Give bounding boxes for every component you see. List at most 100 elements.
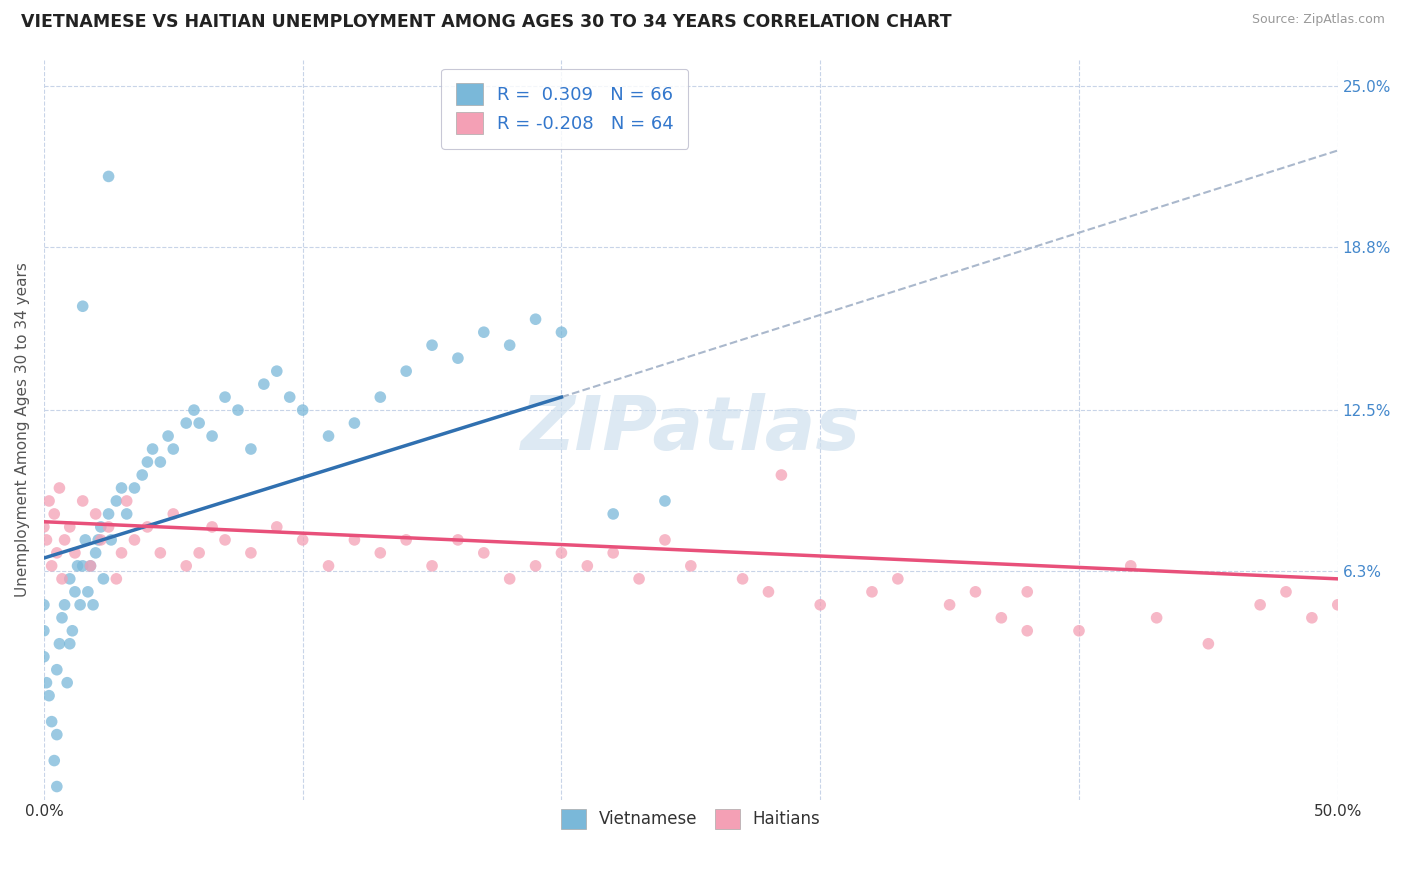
Point [32, 624, 55, 638]
Y-axis label: Unemployment Among Ages 30 to 34 years: Unemployment Among Ages 30 to 34 years [15, 262, 30, 597]
Point [174, 416, 197, 430]
Point [860, 584, 883, 599]
Point [239, 442, 262, 456]
Point [188, 546, 211, 560]
Point [731, 572, 754, 586]
Point [938, 598, 960, 612]
Point [447, 533, 470, 547]
Point [84, 546, 107, 560]
Point [124, 481, 146, 495]
Point [602, 546, 624, 560]
Point [420, 338, 443, 352]
Point [44, 754, 66, 768]
Point [115, 507, 138, 521]
Point [679, 558, 702, 573]
Point [97, 169, 120, 184]
Point [136, 520, 159, 534]
Point [59, 572, 82, 586]
Point [149, 546, 172, 560]
Point [1146, 611, 1168, 625]
Point [226, 403, 249, 417]
Point [162, 442, 184, 456]
Point [69, 598, 91, 612]
Point [45, 663, 67, 677]
Point [499, 338, 522, 352]
Point [32, 598, 55, 612]
Point [110, 546, 132, 560]
Point [41, 714, 63, 729]
Point [142, 442, 165, 456]
Point [100, 533, 122, 547]
Point [75, 533, 97, 547]
Point [1326, 598, 1348, 612]
Point [56, 675, 79, 690]
Point [44, 507, 66, 521]
Point [447, 351, 470, 366]
Point [32, 649, 55, 664]
Point [808, 598, 831, 612]
Point [97, 520, 120, 534]
Point [53, 533, 76, 547]
Point [602, 507, 624, 521]
Point [32, 520, 55, 534]
Point [318, 558, 340, 573]
Point [499, 572, 522, 586]
Point [550, 546, 572, 560]
Point [343, 416, 366, 430]
Point [368, 390, 391, 404]
Point [51, 572, 73, 586]
Legend: Vietnamese, Haitians: Vietnamese, Haitians [554, 802, 827, 836]
Point [97, 507, 120, 521]
Point [79, 558, 101, 573]
Point [77, 584, 100, 599]
Point [35, 533, 58, 547]
Point [105, 494, 128, 508]
Point [82, 598, 104, 612]
Text: VIETNAMESE VS HAITIAN UNEMPLOYMENT AMONG AGES 30 TO 34 YEARS CORRELATION CHART: VIETNAMESE VS HAITIAN UNEMPLOYMENT AMONG… [21, 13, 952, 31]
Point [90, 533, 112, 547]
Point [318, 429, 340, 443]
Point [115, 494, 138, 508]
Point [887, 572, 910, 586]
Point [72, 558, 94, 573]
Point [66, 558, 89, 573]
Point [214, 390, 236, 404]
Point [1119, 558, 1142, 573]
Point [72, 494, 94, 508]
Point [395, 364, 418, 378]
Point [87, 533, 110, 547]
Point [79, 558, 101, 573]
Point [420, 558, 443, 573]
Point [53, 598, 76, 612]
Point [201, 429, 224, 443]
Text: Source: ZipAtlas.com: Source: ZipAtlas.com [1251, 13, 1385, 27]
Point [41, 558, 63, 573]
Point [266, 520, 288, 534]
Point [84, 507, 107, 521]
Point [291, 403, 314, 417]
Point [524, 558, 547, 573]
Point [278, 390, 301, 404]
Point [157, 429, 180, 443]
Point [162, 507, 184, 521]
Point [149, 455, 172, 469]
Point [131, 468, 153, 483]
Point [214, 533, 236, 547]
Point [48, 481, 70, 495]
Point [524, 312, 547, 326]
Point [59, 637, 82, 651]
Point [239, 546, 262, 560]
Point [201, 520, 224, 534]
Point [965, 584, 987, 599]
Point [1017, 624, 1039, 638]
Text: ZIPatlas: ZIPatlas [520, 393, 860, 466]
Point [654, 533, 676, 547]
Point [770, 468, 793, 483]
Point [51, 611, 73, 625]
Point [368, 546, 391, 560]
Point [291, 533, 314, 547]
Point [72, 299, 94, 313]
Point [136, 455, 159, 469]
Point [628, 572, 651, 586]
Point [35, 675, 58, 690]
